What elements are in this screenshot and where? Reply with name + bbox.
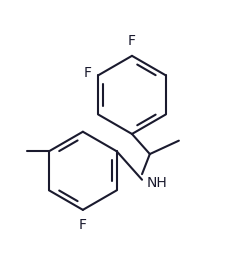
Text: F: F (83, 66, 91, 80)
Text: F: F (79, 218, 86, 232)
Text: F: F (127, 34, 135, 48)
Text: NH: NH (146, 176, 166, 190)
